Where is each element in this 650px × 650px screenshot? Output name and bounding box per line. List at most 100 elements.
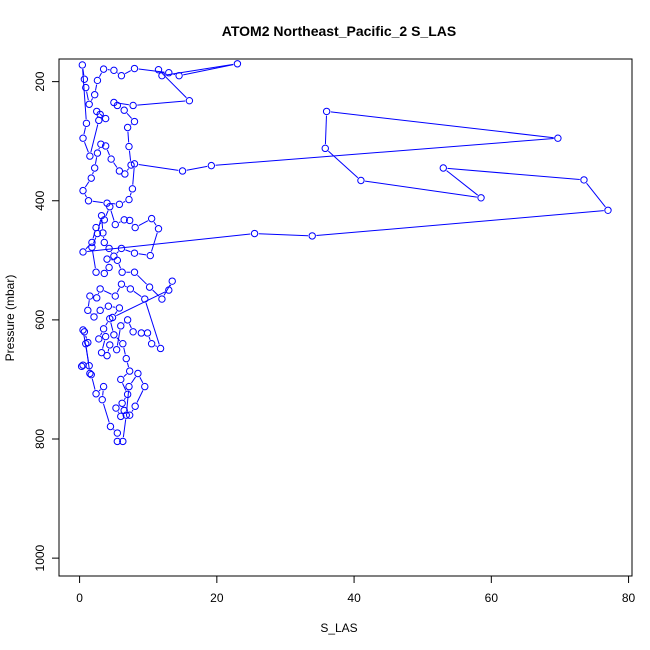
data-point <box>79 134 87 142</box>
y-tick-label: 600 <box>33 310 47 330</box>
data-point <box>100 269 108 278</box>
data-point <box>85 100 93 108</box>
series-segment <box>122 200 126 203</box>
data-point <box>125 142 133 151</box>
series-segment <box>87 300 90 307</box>
data-point <box>79 248 87 256</box>
data-point <box>82 340 90 348</box>
data-point <box>82 83 90 92</box>
data-point <box>126 285 135 293</box>
data-point <box>134 369 142 378</box>
series-segment <box>137 100 186 106</box>
data-point <box>79 326 87 334</box>
series-segment <box>126 362 130 368</box>
series-segment <box>163 284 171 296</box>
data-point <box>86 152 94 160</box>
data-point <box>115 200 124 209</box>
data-point <box>113 429 122 437</box>
data-point <box>175 71 183 80</box>
data-point <box>87 370 95 379</box>
data-point <box>137 329 146 337</box>
series-segment <box>316 210 604 237</box>
series-segment <box>114 311 118 315</box>
series-segment <box>116 251 119 254</box>
data-point <box>103 351 111 360</box>
data-point <box>143 329 152 337</box>
series-markers <box>77 60 612 446</box>
data-point <box>111 292 119 300</box>
data-point <box>123 390 132 399</box>
data-point <box>90 164 99 172</box>
series-segment <box>103 290 112 295</box>
series-segment <box>107 348 110 352</box>
series-segment <box>118 264 122 269</box>
data-point <box>554 134 562 142</box>
series-segment <box>98 389 101 392</box>
series-segment <box>84 194 87 198</box>
data-point <box>129 101 137 110</box>
data-point <box>154 225 163 233</box>
data-point <box>115 304 124 312</box>
data-point <box>82 119 91 128</box>
data-point <box>122 354 130 363</box>
series-segment <box>113 162 118 168</box>
data-point <box>580 176 588 184</box>
series-segment <box>126 112 133 119</box>
data-point <box>107 155 115 163</box>
x-tick-label: 0 <box>76 591 83 605</box>
data-point <box>98 395 106 404</box>
series-segment <box>161 72 187 99</box>
series-segment <box>139 376 144 384</box>
data-point <box>131 223 139 232</box>
data-point <box>125 367 134 375</box>
data-point <box>119 340 127 348</box>
data-point <box>147 214 156 223</box>
y-axis-label: Pressure (mbar) <box>3 275 17 362</box>
y-tick-label: 1000 <box>33 544 47 571</box>
data-point <box>86 292 94 300</box>
data-point <box>84 197 93 205</box>
data-point <box>97 348 106 357</box>
data-point <box>308 232 316 240</box>
data-point <box>105 263 113 272</box>
series-segment <box>116 329 121 346</box>
data-point <box>141 382 149 391</box>
data-point <box>93 107 101 116</box>
data-point <box>147 340 156 348</box>
data-point <box>99 229 107 237</box>
data-point <box>125 216 134 225</box>
data-point <box>103 255 111 263</box>
series-segment <box>330 111 554 139</box>
data-point <box>84 306 92 315</box>
series-segment <box>86 91 89 101</box>
data-point <box>100 216 108 224</box>
series-segment <box>148 336 151 340</box>
series-segment <box>446 170 479 196</box>
x-tick-label: 80 <box>622 591 636 605</box>
series-segment <box>138 163 179 171</box>
series-segment <box>172 73 176 75</box>
data-point <box>93 149 102 157</box>
series-segment <box>130 376 136 384</box>
series-segment <box>137 274 147 285</box>
data-point <box>128 185 137 193</box>
data-point <box>92 390 100 398</box>
series-segment <box>98 222 102 226</box>
series-segment <box>90 124 99 153</box>
data-point <box>158 71 166 80</box>
series-segment <box>105 322 109 326</box>
data-point <box>165 68 173 77</box>
data-point <box>92 223 100 232</box>
data-point <box>99 325 108 333</box>
data-point <box>111 220 119 229</box>
data-point <box>112 404 120 412</box>
data-point <box>86 369 94 378</box>
data-point <box>146 251 154 260</box>
data-point <box>130 249 139 257</box>
data-point <box>87 174 95 182</box>
series-segment <box>145 302 160 345</box>
series-segment <box>84 181 90 188</box>
x-tick-label: 40 <box>347 591 361 605</box>
series-segment <box>151 232 158 252</box>
series-segment <box>102 340 106 349</box>
